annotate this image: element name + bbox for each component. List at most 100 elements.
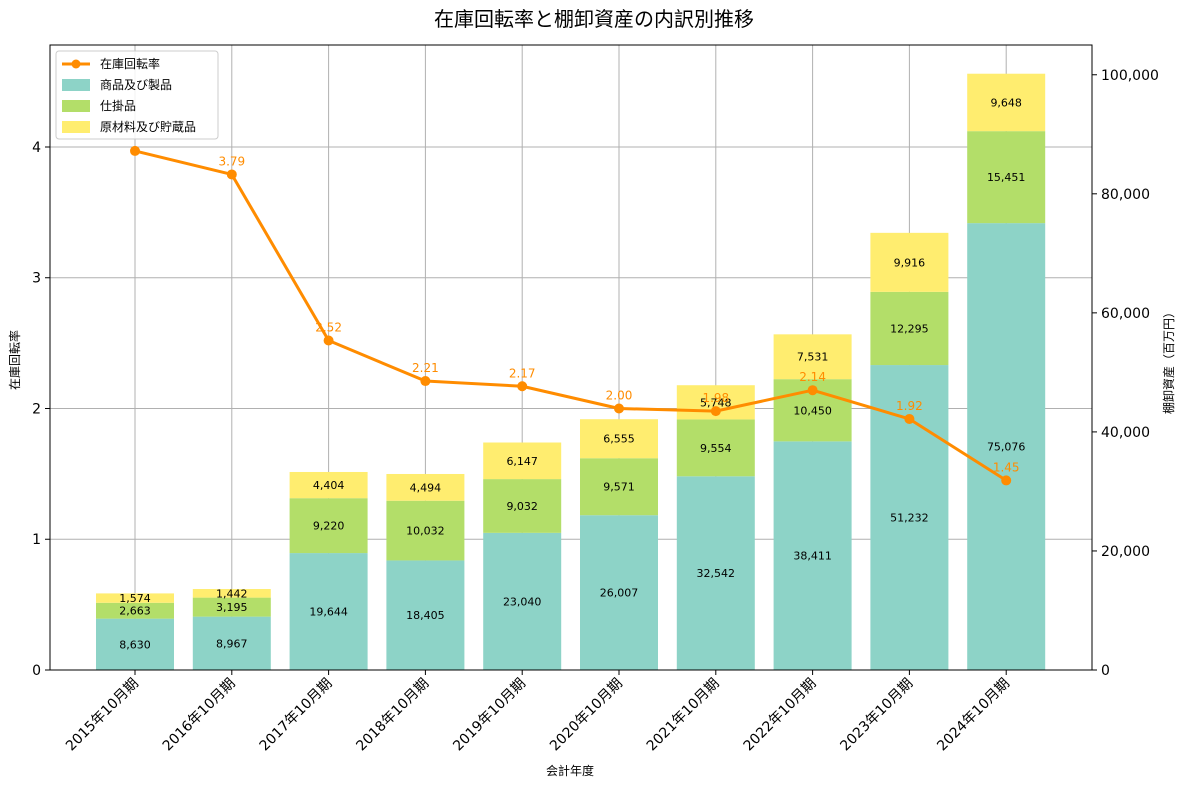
bar-label-materials: 1,442 bbox=[216, 587, 248, 600]
bar-label-materials: 6,147 bbox=[506, 455, 538, 468]
bar-materials bbox=[967, 73, 1046, 132]
bar-label-materials: 9,916 bbox=[894, 256, 926, 269]
x-axis-label: 会計年度 bbox=[546, 763, 594, 778]
bar-label-products: 19,644 bbox=[309, 606, 348, 619]
y-left-tick-label: 1 bbox=[32, 532, 41, 548]
x-tick-label: 2023年10月期 bbox=[837, 676, 916, 755]
bar-label-materials: 1,574 bbox=[119, 592, 151, 605]
x-tick-label: 2018年10月期 bbox=[353, 676, 432, 755]
rate-label: 3.79 bbox=[218, 154, 245, 168]
x-tick-label: 2016年10月期 bbox=[160, 676, 239, 755]
bar-label-wip: 9,571 bbox=[603, 481, 635, 494]
bar-label-materials: 7,531 bbox=[797, 351, 829, 364]
legend-swatch-wip bbox=[62, 100, 90, 112]
bar-materials bbox=[580, 419, 658, 459]
bar-wip bbox=[870, 291, 949, 366]
x-tick-label: 2021年10月期 bbox=[644, 676, 723, 755]
bar-label-wip: 10,032 bbox=[406, 525, 445, 538]
bar-wip bbox=[96, 602, 174, 619]
bar-materials bbox=[386, 473, 465, 501]
bar-wip bbox=[192, 597, 271, 617]
legend-swatch-materials bbox=[62, 121, 90, 133]
rate-point bbox=[807, 385, 818, 396]
bar-label-wip: 12,295 bbox=[890, 322, 929, 335]
legend-label-wip: 仕掛品 bbox=[100, 98, 136, 113]
bar-label-wip: 2,663 bbox=[119, 605, 151, 618]
rate-point bbox=[323, 335, 334, 346]
bar-products bbox=[676, 476, 755, 670]
legend-label-rate: 在庫回転率 bbox=[100, 56, 160, 71]
plot-frame bbox=[49, 44, 1093, 671]
y-right-tick-label: 20,000 bbox=[1101, 544, 1150, 560]
rate-point bbox=[130, 145, 140, 156]
bar-products bbox=[289, 553, 368, 670]
bar-wip bbox=[967, 131, 1046, 224]
bar-label-materials: 9,648 bbox=[990, 96, 1022, 109]
y-left-tick-label: 2 bbox=[32, 401, 41, 417]
chart-title: 在庫回転率と棚卸資産の内訳別推移 bbox=[434, 7, 754, 31]
bar-label-products: 38,411 bbox=[793, 550, 832, 563]
x-tick-label: 2020年10月期 bbox=[547, 676, 626, 755]
bar-products bbox=[580, 515, 658, 670]
legend-label-products: 商品及び製品 bbox=[100, 77, 172, 92]
rate-point bbox=[420, 376, 431, 387]
y-left-tick-label: 3 bbox=[32, 271, 41, 287]
bar-label-products: 18,405 bbox=[406, 609, 445, 622]
x-tick-label: 2024年10月期 bbox=[934, 676, 1013, 755]
rate-label: 2.52 bbox=[315, 321, 342, 335]
bar-label-materials: 4,404 bbox=[313, 479, 345, 492]
x-tick-label: 2015年10月期 bbox=[63, 676, 142, 755]
bar-label-wip: 15,451 bbox=[987, 171, 1026, 184]
x-tick-label: 2022年10月期 bbox=[741, 676, 820, 755]
rate-label: 2.21 bbox=[412, 361, 439, 375]
bar-label-products: 75,076 bbox=[987, 441, 1026, 454]
bar-label-wip: 9,554 bbox=[700, 442, 732, 455]
bar-wip bbox=[289, 498, 368, 554]
bar-label-wip: 9,032 bbox=[506, 500, 538, 513]
bar-label-wip: 3,195 bbox=[216, 601, 248, 614]
bar-materials bbox=[289, 471, 368, 499]
rate-label: 2.17 bbox=[509, 366, 536, 380]
x-tick-label: 2019年10月期 bbox=[450, 676, 529, 755]
legend-swatch-products bbox=[62, 79, 90, 91]
bar-label-materials: 4,494 bbox=[410, 481, 442, 494]
x-tick-label: 2017年10月期 bbox=[257, 676, 336, 755]
y-left-tick-label: 0 bbox=[32, 663, 41, 679]
rate-label: 1.98 bbox=[702, 391, 729, 405]
y-right-tick-label: 80,000 bbox=[1101, 187, 1150, 203]
y-right-tick-label: 100,000 bbox=[1101, 68, 1159, 84]
bar-products bbox=[773, 441, 852, 670]
rate-label: 2.14 bbox=[799, 370, 826, 384]
bar-materials bbox=[870, 232, 949, 292]
bar-products bbox=[967, 223, 1046, 670]
y-right-tick-label: 0 bbox=[1101, 663, 1110, 679]
y-axis-right-label: 棚卸資産（百万円） bbox=[1161, 306, 1176, 414]
bar-materials bbox=[96, 593, 174, 603]
bar-wip bbox=[676, 419, 755, 477]
bar-label-materials: 6,555 bbox=[603, 433, 635, 446]
bar-products bbox=[483, 532, 562, 670]
legend-line-marker bbox=[71, 59, 81, 69]
y-axis-left-label: 在庫回転率 bbox=[7, 330, 22, 390]
bar-label-products: 8,967 bbox=[216, 637, 248, 650]
bars bbox=[96, 73, 1046, 670]
legend-label-materials: 原材料及び貯蔵品 bbox=[100, 120, 196, 134]
rate-point bbox=[226, 169, 237, 180]
bar-wip bbox=[580, 458, 658, 516]
y-right-tick-label: 40,000 bbox=[1101, 425, 1150, 441]
rate-point bbox=[517, 381, 528, 392]
bar-products bbox=[386, 560, 465, 670]
bar-label-products: 32,542 bbox=[697, 567, 736, 580]
bar-wip bbox=[483, 479, 562, 533]
bar-label-products: 26,007 bbox=[600, 587, 639, 600]
bar-label-products: 51,232 bbox=[890, 512, 929, 525]
legend-box bbox=[55, 50, 219, 140]
bar-label-materials: 5,748 bbox=[700, 396, 732, 409]
bar-materials bbox=[483, 442, 562, 480]
bar-materials bbox=[192, 589, 271, 598]
bar-label-products: 23,040 bbox=[503, 595, 542, 608]
rate-line-path bbox=[134, 149, 1008, 482]
